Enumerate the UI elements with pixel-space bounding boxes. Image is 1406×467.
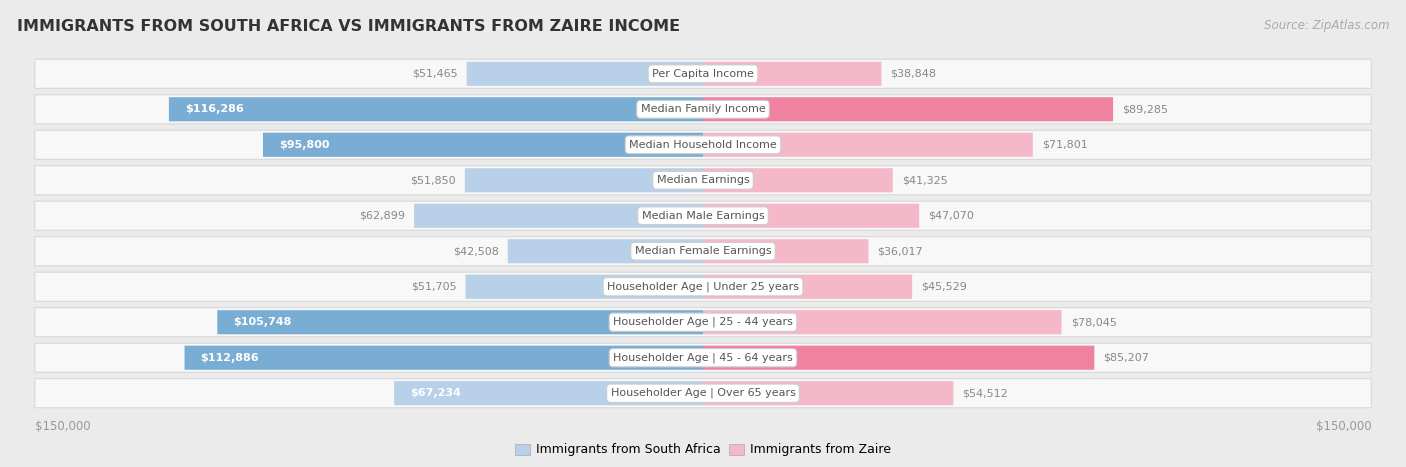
- Text: $41,325: $41,325: [903, 175, 948, 185]
- FancyBboxPatch shape: [35, 166, 1371, 195]
- Text: Median Female Earnings: Median Female Earnings: [634, 246, 772, 256]
- Text: Median Family Income: Median Family Income: [641, 104, 765, 114]
- FancyBboxPatch shape: [703, 239, 869, 263]
- FancyBboxPatch shape: [465, 168, 703, 192]
- FancyBboxPatch shape: [465, 275, 703, 299]
- FancyBboxPatch shape: [508, 239, 703, 263]
- FancyBboxPatch shape: [703, 204, 920, 228]
- Text: $112,886: $112,886: [201, 353, 259, 363]
- Text: Median Male Earnings: Median Male Earnings: [641, 211, 765, 221]
- FancyBboxPatch shape: [263, 133, 703, 157]
- FancyBboxPatch shape: [35, 272, 1371, 301]
- FancyBboxPatch shape: [703, 381, 953, 405]
- Text: $71,801: $71,801: [1042, 140, 1088, 150]
- Text: $150,000: $150,000: [1316, 420, 1371, 433]
- Text: $47,070: $47,070: [928, 211, 974, 221]
- Text: Median Household Income: Median Household Income: [628, 140, 778, 150]
- Text: $95,800: $95,800: [278, 140, 329, 150]
- FancyBboxPatch shape: [218, 310, 703, 334]
- Text: Householder Age | Under 25 years: Householder Age | Under 25 years: [607, 282, 799, 292]
- Text: $78,045: $78,045: [1070, 317, 1116, 327]
- FancyBboxPatch shape: [35, 95, 1371, 124]
- Text: $36,017: $36,017: [877, 246, 924, 256]
- FancyBboxPatch shape: [35, 343, 1371, 372]
- Text: Source: ZipAtlas.com: Source: ZipAtlas.com: [1264, 19, 1389, 32]
- Text: IMMIGRANTS FROM SOUTH AFRICA VS IMMIGRANTS FROM ZAIRE INCOME: IMMIGRANTS FROM SOUTH AFRICA VS IMMIGRAN…: [17, 19, 681, 34]
- Legend: Immigrants from South Africa, Immigrants from Zaire: Immigrants from South Africa, Immigrants…: [510, 439, 896, 461]
- Text: $51,850: $51,850: [411, 175, 456, 185]
- Text: $105,748: $105,748: [233, 317, 292, 327]
- FancyBboxPatch shape: [35, 130, 1371, 159]
- FancyBboxPatch shape: [35, 379, 1371, 408]
- Text: $51,705: $51,705: [411, 282, 457, 292]
- FancyBboxPatch shape: [703, 97, 1114, 121]
- Text: $62,899: $62,899: [359, 211, 405, 221]
- FancyBboxPatch shape: [703, 346, 1094, 370]
- Text: $45,529: $45,529: [921, 282, 967, 292]
- FancyBboxPatch shape: [35, 308, 1371, 337]
- Text: $89,285: $89,285: [1122, 104, 1168, 114]
- FancyBboxPatch shape: [703, 275, 912, 299]
- Text: $54,512: $54,512: [963, 388, 1008, 398]
- FancyBboxPatch shape: [703, 310, 1062, 334]
- FancyBboxPatch shape: [703, 62, 882, 86]
- Text: $67,234: $67,234: [411, 388, 461, 398]
- Text: $42,508: $42,508: [453, 246, 499, 256]
- Text: $150,000: $150,000: [35, 420, 90, 433]
- Text: $116,286: $116,286: [186, 104, 243, 114]
- FancyBboxPatch shape: [184, 346, 703, 370]
- FancyBboxPatch shape: [703, 168, 893, 192]
- FancyBboxPatch shape: [394, 381, 703, 405]
- FancyBboxPatch shape: [415, 204, 703, 228]
- FancyBboxPatch shape: [467, 62, 703, 86]
- FancyBboxPatch shape: [35, 237, 1371, 266]
- Text: $51,465: $51,465: [412, 69, 457, 79]
- FancyBboxPatch shape: [703, 133, 1033, 157]
- Text: Median Earnings: Median Earnings: [657, 175, 749, 185]
- FancyBboxPatch shape: [169, 97, 703, 121]
- FancyBboxPatch shape: [35, 59, 1371, 88]
- FancyBboxPatch shape: [35, 201, 1371, 230]
- Text: $38,848: $38,848: [890, 69, 936, 79]
- Text: Householder Age | Over 65 years: Householder Age | Over 65 years: [610, 388, 796, 398]
- Text: Per Capita Income: Per Capita Income: [652, 69, 754, 79]
- Text: Householder Age | 45 - 64 years: Householder Age | 45 - 64 years: [613, 353, 793, 363]
- Text: $85,207: $85,207: [1104, 353, 1150, 363]
- Text: Householder Age | 25 - 44 years: Householder Age | 25 - 44 years: [613, 317, 793, 327]
